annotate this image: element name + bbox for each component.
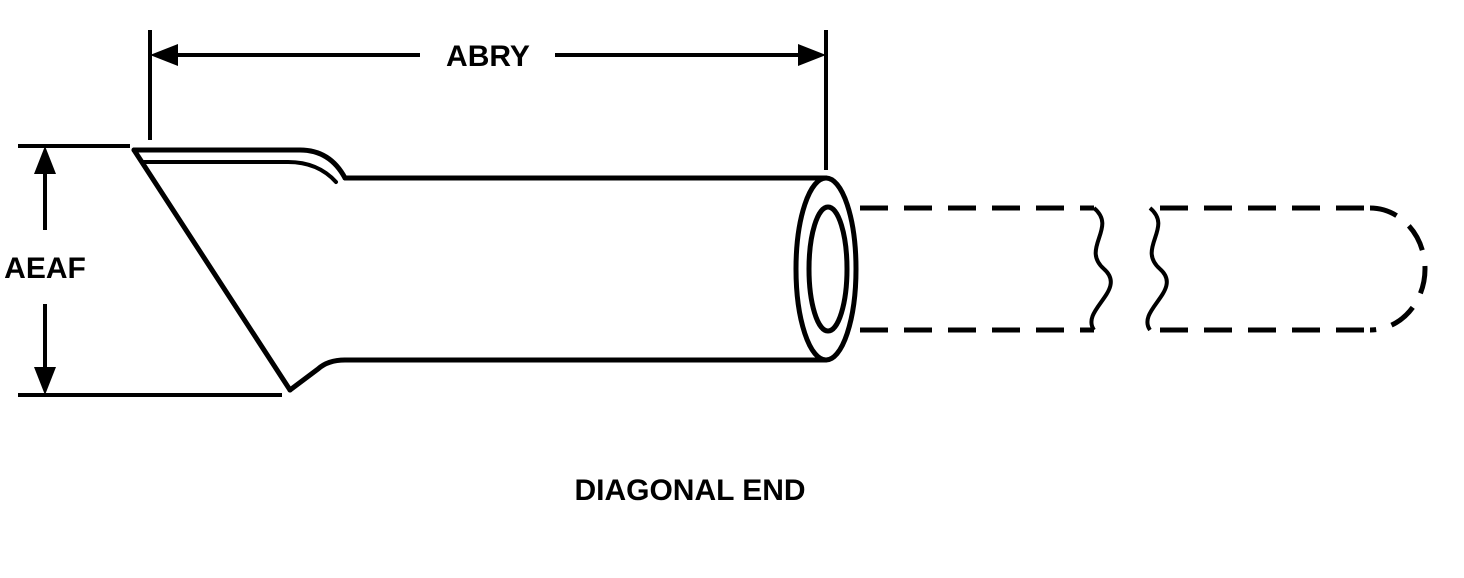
label-aeaf: AEAF xyxy=(4,252,86,285)
dashed-extension xyxy=(860,208,1425,330)
tip-body xyxy=(134,150,856,390)
dimension-aeaf: AEAF xyxy=(4,146,282,395)
diagram-canvas: ABRY AEAF xyxy=(0,0,1464,578)
label-abry: ABRY xyxy=(446,40,530,73)
diagram-title: DIAGONAL END xyxy=(574,474,805,507)
